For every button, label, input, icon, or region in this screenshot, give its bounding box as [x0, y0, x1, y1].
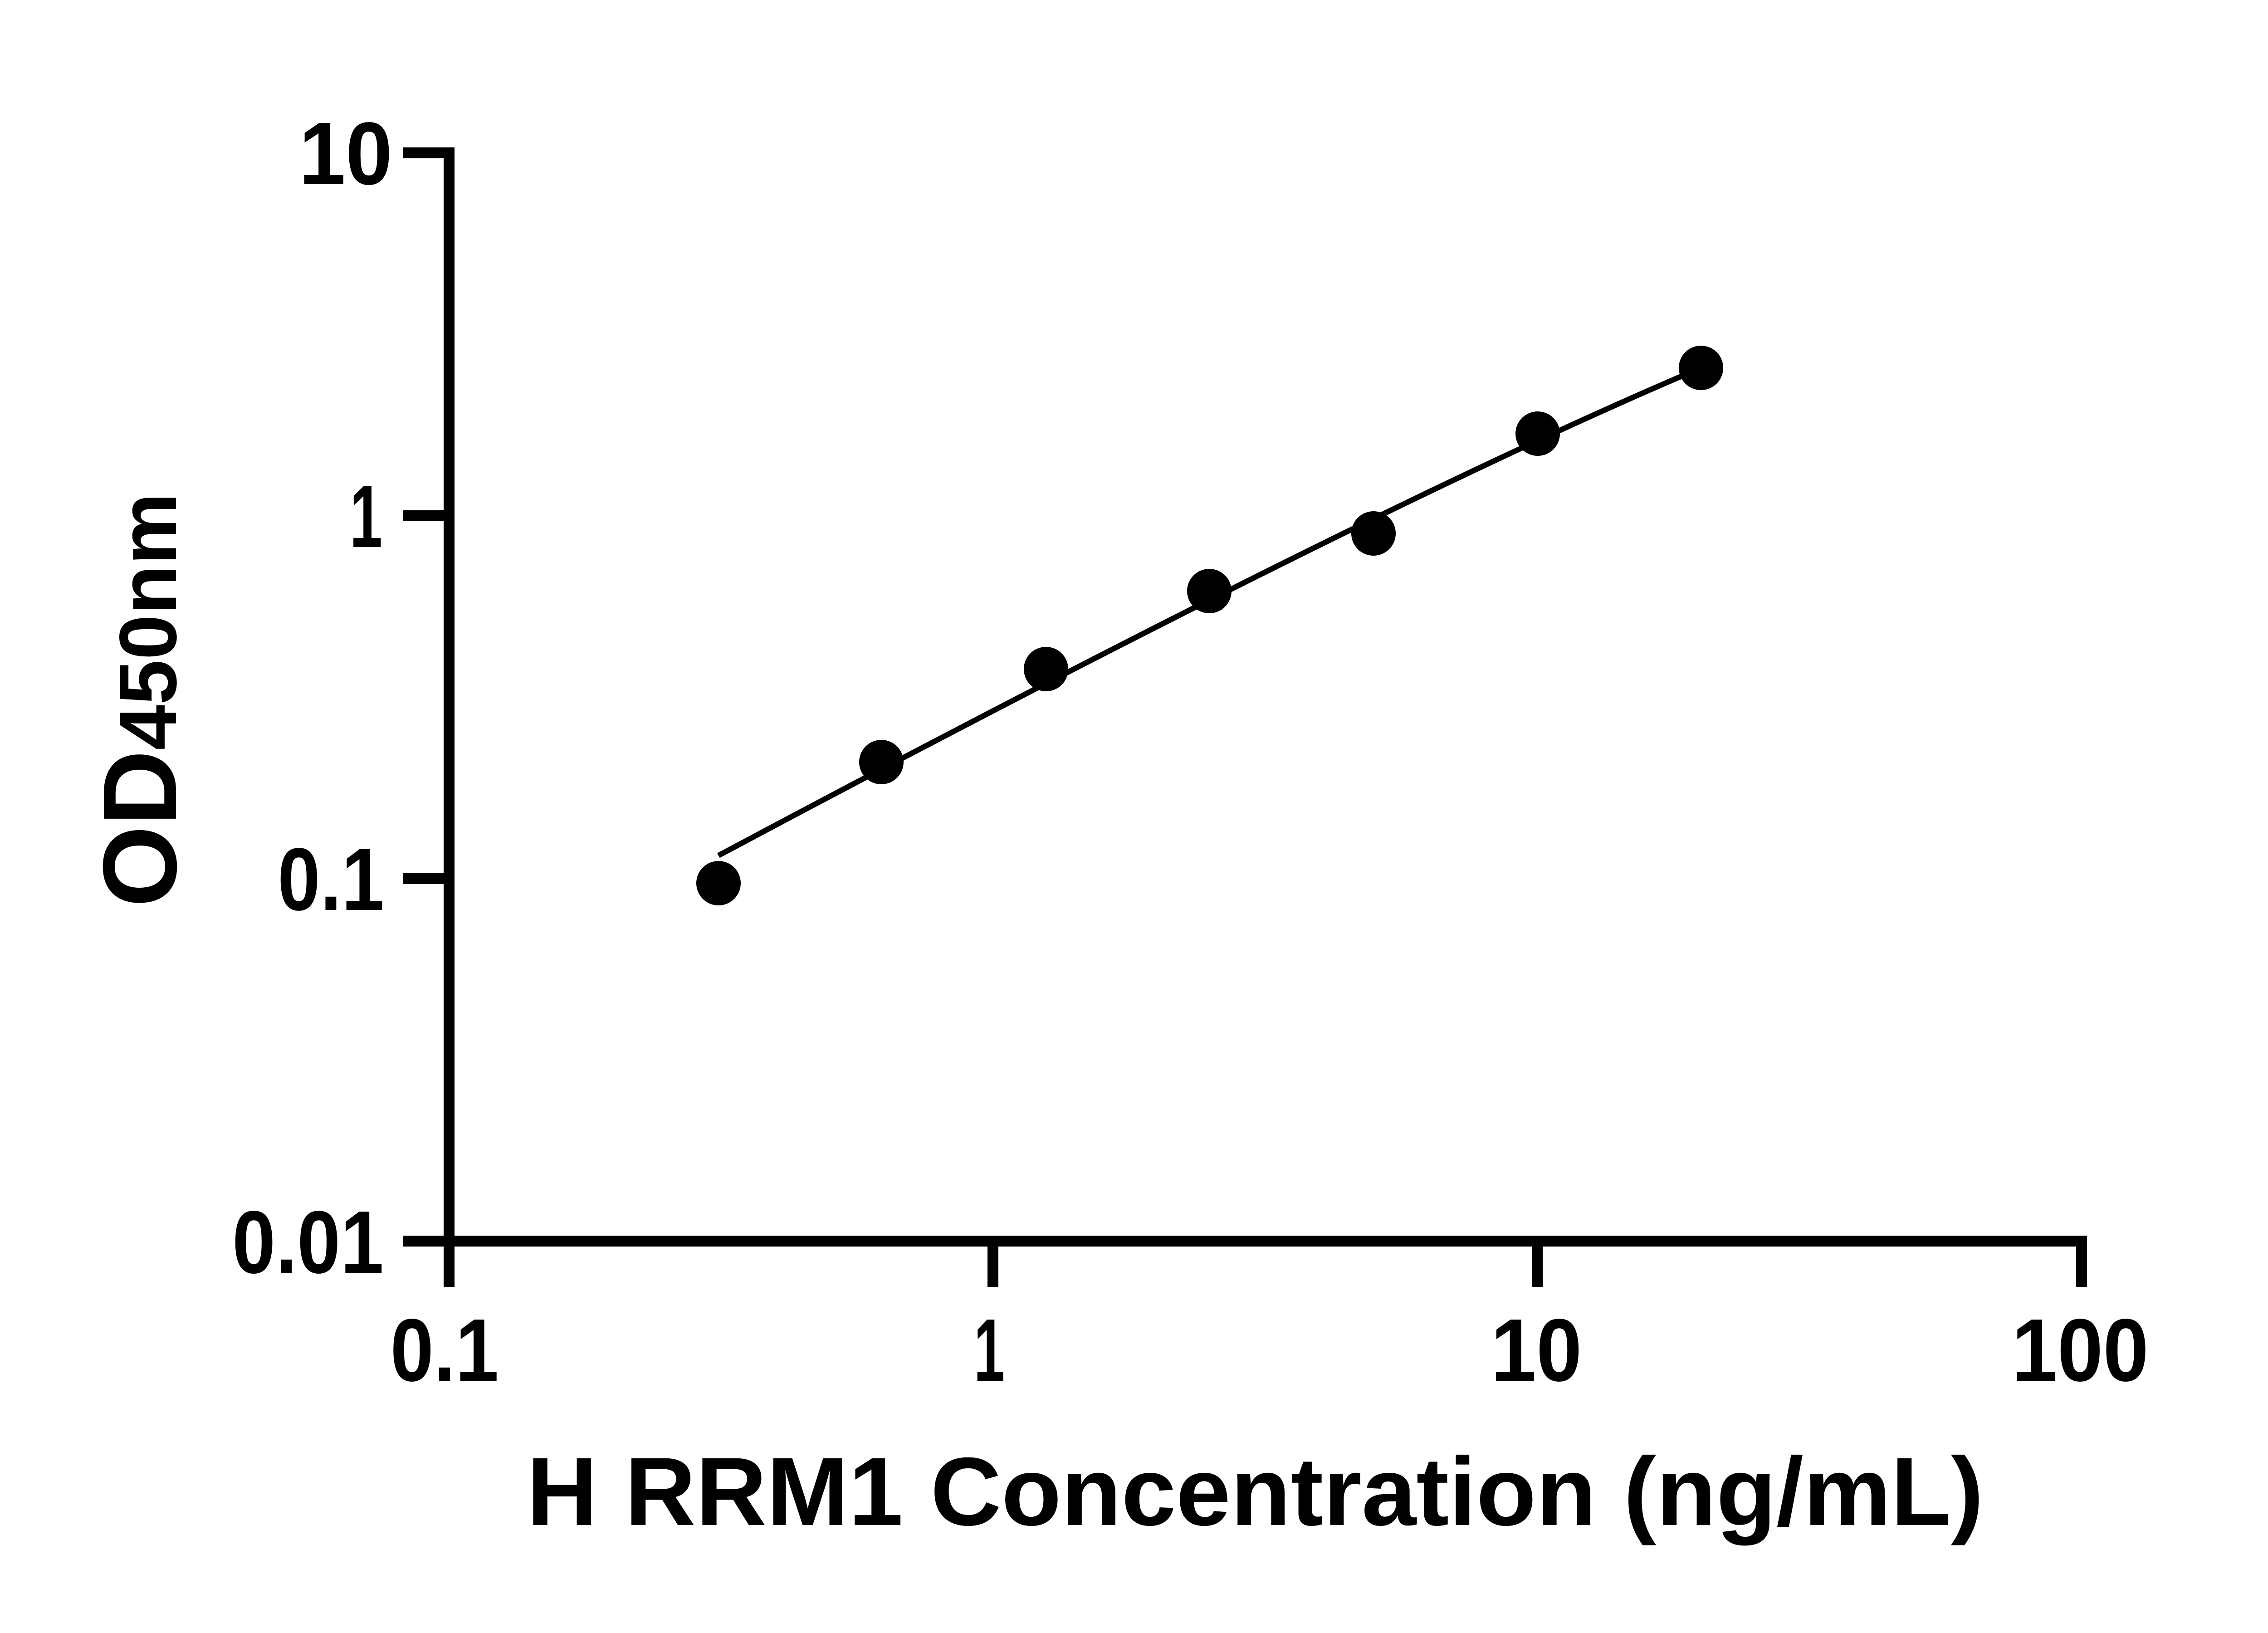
svg-text:100: 100	[2012, 1301, 2149, 1400]
svg-text:0.1: 0.1	[391, 1301, 499, 1400]
svg-text:0.1: 0.1	[278, 830, 384, 929]
svg-text:1: 1	[350, 467, 382, 566]
svg-text:H RRM1 Concentration (ng/mL): H RRM1 Concentration (ng/mL)	[527, 1437, 1984, 1546]
svg-text:OD450nm: OD450nm	[81, 493, 198, 907]
svg-text:10: 10	[1491, 1301, 1582, 1400]
svg-text:10: 10	[299, 104, 392, 203]
svg-text:0.01: 0.01	[232, 1193, 384, 1292]
svg-text:1: 1	[974, 1301, 1005, 1400]
